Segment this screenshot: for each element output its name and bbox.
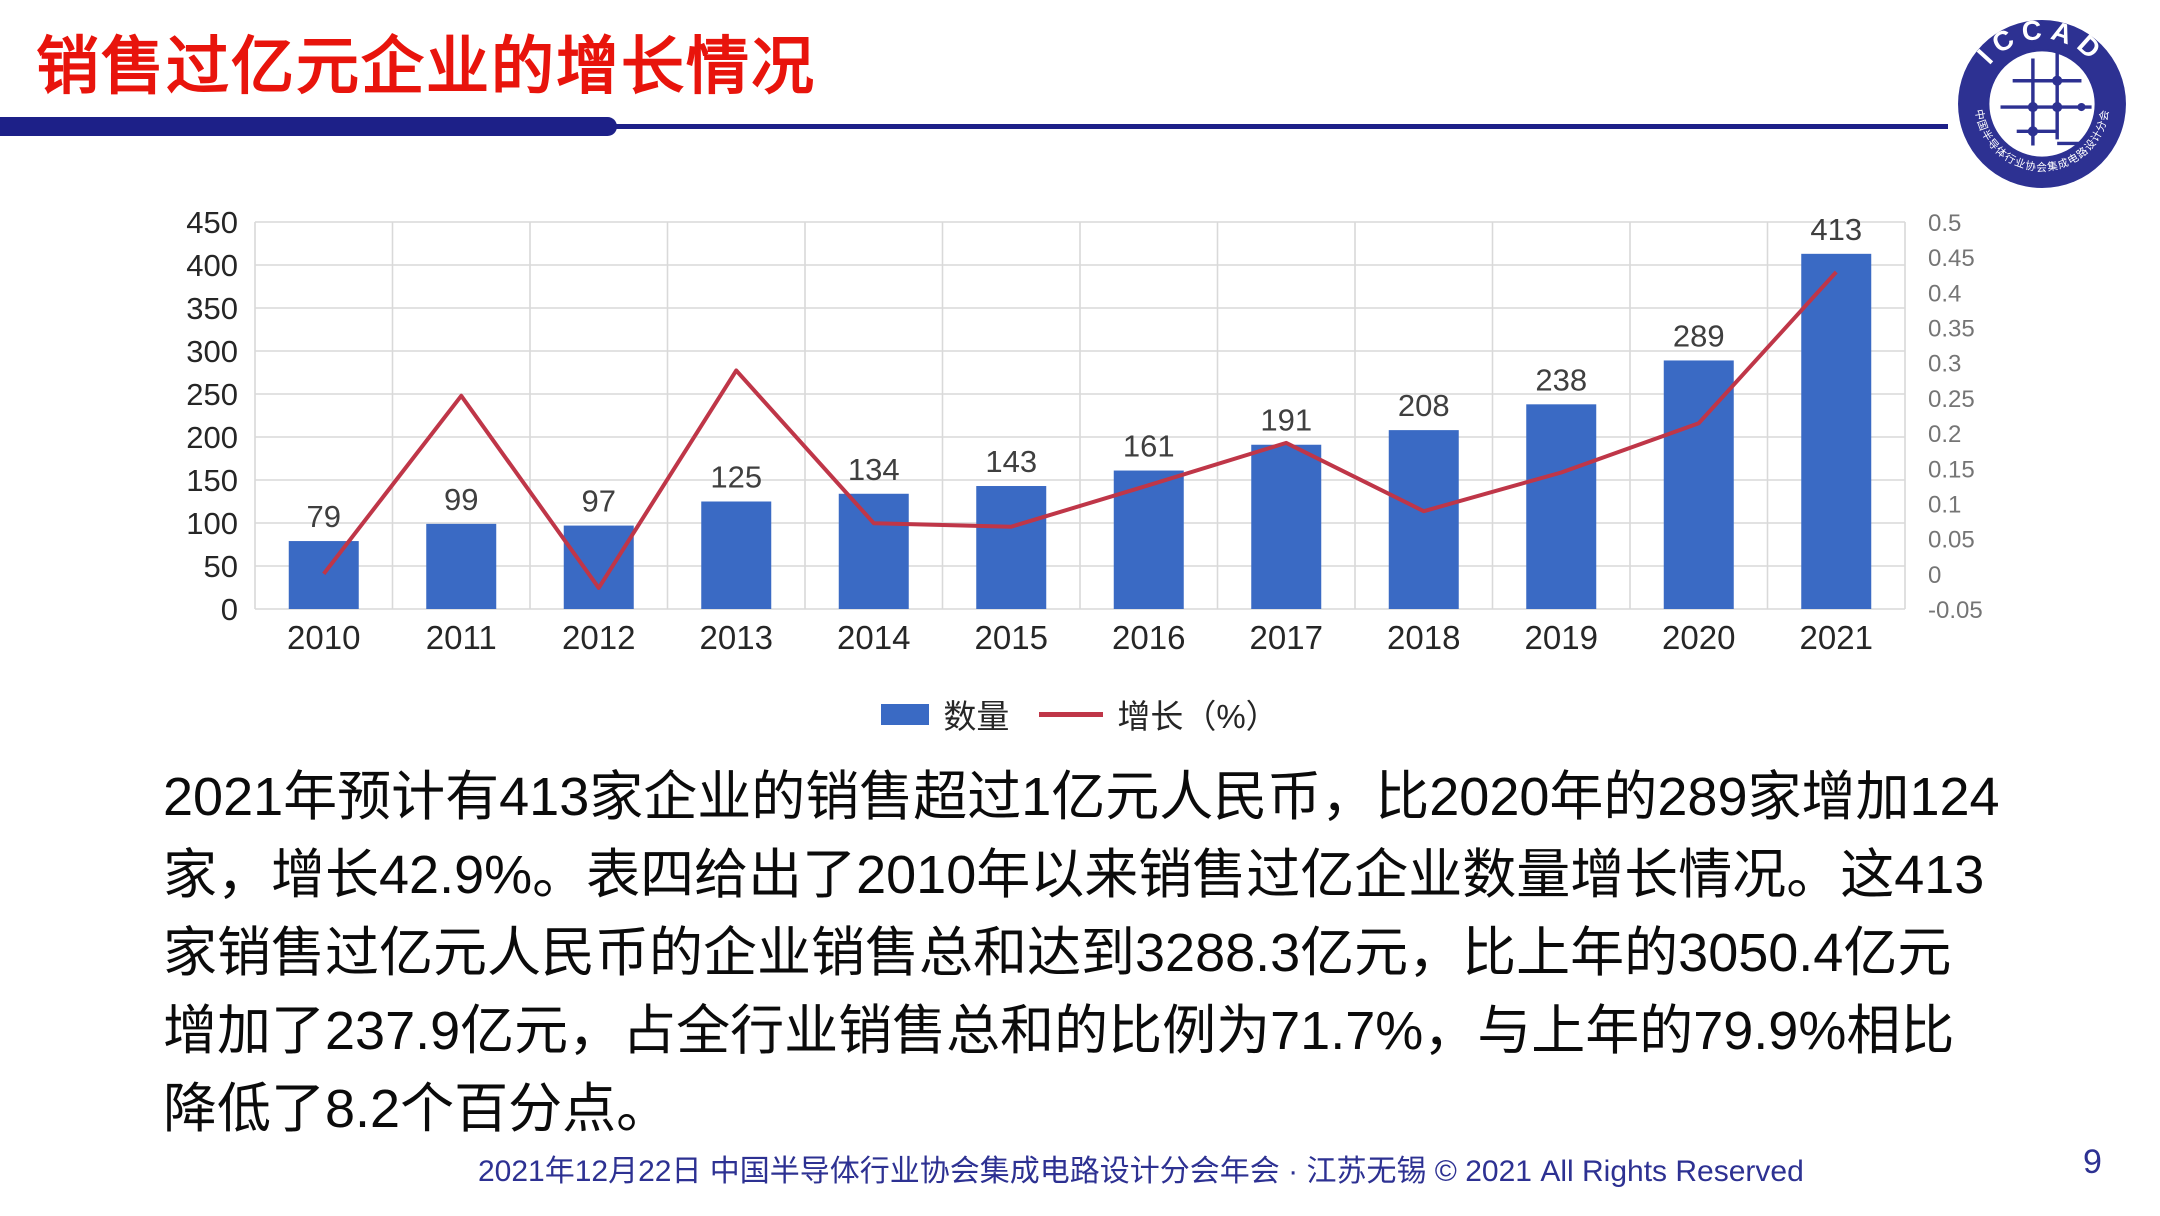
bar <box>1251 444 1322 609</box>
left-axis-tick-label: 300 <box>186 334 238 369</box>
right-axis-tick-label: -0.05 <box>1928 597 1983 624</box>
bar <box>563 525 634 609</box>
bar-value-label: 79 <box>307 499 341 534</box>
right-axis-tick-label: 0.25 <box>1928 386 1975 413</box>
legend-bar-swatch-icon <box>881 703 930 725</box>
bar-value-label: 191 <box>1260 403 1312 438</box>
x-axis-category-label: 2015 <box>975 619 1048 656</box>
page-number: 9 <box>2083 1143 2102 1181</box>
x-axis-category-label: 2010 <box>287 619 360 656</box>
right-axis-tick-label: 0.3 <box>1928 351 1961 378</box>
bar-value-label: 99 <box>444 482 478 517</box>
right-axis-tick-label: 0.45 <box>1928 245 1975 272</box>
legend-label: 增长（%） <box>1117 698 1279 735</box>
summary-paragraph: 2021年预计有413家企业的销售超过1亿元人民币，比2020年的289家增加1… <box>163 767 2000 1139</box>
bar-value-label: 208 <box>1398 388 1450 423</box>
iccad-logo: ICCAD 中国半导体行业协会集成电路设计分会 <box>1956 13 2128 190</box>
growth-line <box>322 270 1838 590</box>
left-axis-tick-label: 400 <box>186 248 238 283</box>
bar <box>838 493 909 609</box>
left-axis-tick-label: 450 <box>186 205 238 240</box>
legend-item: 数量 <box>881 690 1009 738</box>
x-axis-category-label: 2020 <box>1662 619 1735 656</box>
bar <box>1388 430 1459 609</box>
bar-line-chart-canvas: 79 99 97 125 134 143 161 191 208 238 289 413 450 400 3… <box>186 205 1983 656</box>
left-axis-tick-label: 50 <box>204 549 238 584</box>
bar-value-label: 97 <box>582 484 616 519</box>
left-axis-tick-label: 350 <box>186 291 238 326</box>
bar <box>976 486 1047 609</box>
page-title: 销售过亿元企业的增长情况 <box>36 32 816 102</box>
right-axis-tick-label: 0.4 <box>1928 280 1961 307</box>
right-axis-tick-label: 0.35 <box>1928 316 1975 343</box>
left-axis-tick-label: 250 <box>186 377 238 412</box>
right-axis-tick-label: 0 <box>1928 562 1941 589</box>
logo-circuit-dots <box>2027 75 2086 137</box>
legend-label: 数量 <box>943 698 1010 735</box>
right-axis-tick-label: 0.1 <box>1928 491 1961 518</box>
x-axis-category-label: 2018 <box>1387 619 1460 656</box>
x-axis-category-label: 2021 <box>1800 619 1873 656</box>
bar-value-label: 413 <box>1810 212 1862 247</box>
bar-value-label: 143 <box>985 444 1037 479</box>
bar <box>288 541 359 609</box>
right-axis-tick-label: 0.05 <box>1928 527 1975 554</box>
header-divider-thin <box>600 124 1948 129</box>
bar <box>426 523 497 609</box>
right-axis-tick-label: 0.2 <box>1928 421 1961 448</box>
bar <box>701 501 772 609</box>
bar-value-label: 134 <box>848 452 900 487</box>
left-axis-tick-label: 150 <box>186 463 238 498</box>
x-axis-category-label: 2014 <box>837 619 910 656</box>
header-divider-thick <box>0 117 617 136</box>
bar-value-label: 289 <box>1673 318 1725 353</box>
right-axis-tick-label: 0.5 <box>1928 210 1961 237</box>
legend-line-swatch-icon <box>1039 711 1104 717</box>
x-axis-category-label: 2019 <box>1525 619 1598 656</box>
sales-growth-chart: 79 99 97 125 134 143 161 191 208 238 289 413 450 400 3… <box>0 155 2160 765</box>
legend-item: 增长（%） <box>1039 690 1279 738</box>
x-axis-category-label: 2017 <box>1250 619 1323 656</box>
footer-text: 2021年12月22日 中国半导体行业协会集成电路设计分会年会 · 江苏无锡 ©… <box>478 1155 1804 1188</box>
left-axis-tick-label: 100 <box>186 506 238 541</box>
iccad-logo-icon: ICCAD 中国半导体行业协会集成电路设计分会 <box>1958 13 2126 188</box>
bar <box>1526 404 1597 609</box>
x-axis-category-label: 2016 <box>1112 619 1185 656</box>
left-axis-tick-label: 200 <box>186 420 238 455</box>
right-axis-tick-label: 0.15 <box>1928 456 1975 483</box>
bar-value-label: 238 <box>1535 362 1587 397</box>
bar-value-label: 161 <box>1123 429 1175 464</box>
bar-value-label: 125 <box>710 460 762 495</box>
x-axis-category-label: 2012 <box>562 619 635 656</box>
chart-legend: 数量 增长（%） <box>0 692 2160 736</box>
bar <box>1663 360 1734 609</box>
bar <box>1801 253 1872 609</box>
x-axis-category-label: 2013 <box>700 619 773 656</box>
left-axis-tick-label: 0 <box>221 592 238 627</box>
x-axis-category-label: 2011 <box>426 619 497 656</box>
